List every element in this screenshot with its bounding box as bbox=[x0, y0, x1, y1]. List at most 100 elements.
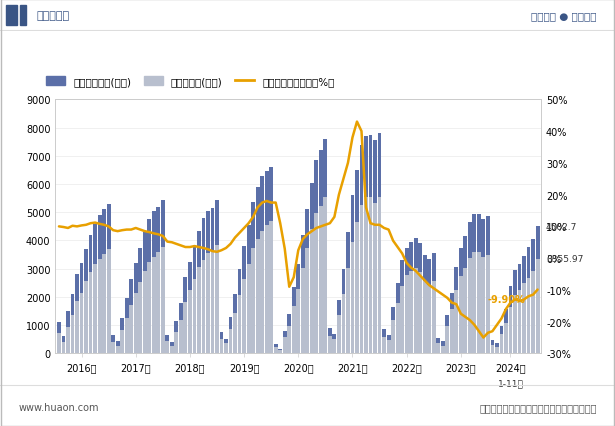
Bar bbox=[414, 268, 418, 354]
Bar bbox=[121, 331, 124, 354]
Bar bbox=[499, 334, 504, 354]
Bar bbox=[84, 282, 88, 354]
Text: 3355.97: 3355.97 bbox=[546, 255, 584, 264]
Bar bbox=[522, 256, 526, 354]
Bar bbox=[260, 231, 264, 354]
Bar bbox=[436, 338, 440, 354]
Text: -9.90%: -9.90% bbox=[487, 294, 525, 305]
Bar bbox=[395, 303, 400, 354]
Bar bbox=[220, 340, 223, 354]
Bar bbox=[459, 248, 462, 354]
Bar bbox=[210, 209, 215, 354]
Bar bbox=[183, 302, 188, 354]
Bar bbox=[179, 320, 183, 354]
Bar bbox=[464, 237, 467, 354]
Bar bbox=[156, 207, 161, 354]
Bar bbox=[368, 198, 373, 354]
Bar bbox=[148, 220, 151, 354]
Bar bbox=[287, 314, 291, 354]
Bar bbox=[387, 335, 391, 354]
Bar bbox=[143, 233, 146, 354]
Bar bbox=[220, 332, 223, 354]
Bar bbox=[423, 281, 427, 354]
Bar bbox=[387, 341, 391, 354]
Bar bbox=[98, 259, 101, 354]
Bar bbox=[224, 340, 228, 354]
Bar bbox=[427, 285, 431, 354]
Bar bbox=[215, 245, 219, 354]
Bar bbox=[486, 256, 490, 354]
Bar bbox=[536, 227, 539, 354]
Bar bbox=[323, 140, 327, 354]
Bar bbox=[75, 302, 79, 354]
Bar bbox=[57, 333, 61, 354]
Bar bbox=[301, 268, 304, 354]
Bar bbox=[183, 278, 188, 354]
Bar bbox=[152, 257, 156, 354]
Bar bbox=[518, 264, 522, 354]
Bar bbox=[400, 287, 404, 354]
Bar bbox=[391, 320, 395, 354]
Bar bbox=[233, 294, 237, 354]
Bar bbox=[143, 271, 146, 354]
Bar bbox=[292, 288, 296, 354]
Bar bbox=[328, 336, 332, 354]
Bar bbox=[134, 294, 138, 354]
Bar bbox=[504, 323, 508, 354]
Bar bbox=[161, 200, 165, 354]
Bar bbox=[436, 343, 440, 354]
Bar bbox=[79, 293, 84, 354]
Bar bbox=[472, 214, 476, 354]
Bar bbox=[156, 253, 161, 354]
Bar bbox=[66, 327, 70, 354]
Bar bbox=[328, 328, 332, 354]
Bar bbox=[188, 291, 192, 354]
Bar bbox=[418, 273, 422, 354]
Bar bbox=[509, 308, 512, 354]
Bar bbox=[368, 135, 373, 354]
Bar bbox=[260, 176, 264, 354]
Bar bbox=[279, 351, 282, 354]
Bar bbox=[346, 268, 350, 354]
Bar bbox=[79, 263, 84, 354]
Bar bbox=[468, 223, 472, 354]
Text: 专业严谨 ● 客观科学: 专业严谨 ● 客观科学 bbox=[531, 11, 597, 21]
Bar bbox=[427, 259, 431, 354]
Text: 华经情报网: 华经情报网 bbox=[37, 11, 70, 21]
Bar bbox=[310, 183, 314, 354]
Text: 数据来源：国家统计局，华经产业研究院整理: 数据来源：国家统计局，华经产业研究院整理 bbox=[479, 402, 597, 412]
Bar bbox=[395, 283, 400, 354]
Bar bbox=[441, 345, 445, 354]
Bar bbox=[373, 204, 377, 354]
Bar bbox=[20, 6, 26, 26]
Bar bbox=[116, 341, 119, 354]
Bar bbox=[504, 309, 508, 354]
Bar bbox=[306, 210, 309, 354]
Bar bbox=[531, 271, 535, 354]
Bar bbox=[283, 331, 287, 354]
Bar bbox=[351, 196, 354, 354]
Bar bbox=[491, 340, 494, 354]
Bar bbox=[364, 197, 368, 354]
Bar bbox=[445, 326, 449, 354]
Bar bbox=[93, 224, 97, 354]
Bar bbox=[148, 262, 151, 354]
Bar bbox=[62, 337, 65, 354]
Bar bbox=[202, 261, 205, 354]
Bar bbox=[306, 248, 309, 354]
Bar bbox=[477, 214, 481, 354]
Bar bbox=[116, 345, 119, 354]
Legend: 房地产投资额(亿元), 住宅投资额(亿元), 房地产投资额增速（%）: 房地产投资额(亿元), 住宅投资额(亿元), 房地产投资额增速（%） bbox=[42, 73, 339, 91]
Bar bbox=[62, 343, 65, 354]
Bar bbox=[57, 322, 61, 354]
Bar bbox=[242, 247, 246, 354]
Bar bbox=[215, 200, 219, 354]
Bar bbox=[179, 303, 183, 354]
Bar bbox=[138, 248, 142, 354]
Bar bbox=[441, 342, 445, 354]
Bar bbox=[378, 134, 381, 354]
Bar bbox=[464, 268, 467, 354]
Bar bbox=[355, 223, 359, 354]
Bar bbox=[432, 253, 435, 354]
Bar bbox=[526, 278, 531, 354]
